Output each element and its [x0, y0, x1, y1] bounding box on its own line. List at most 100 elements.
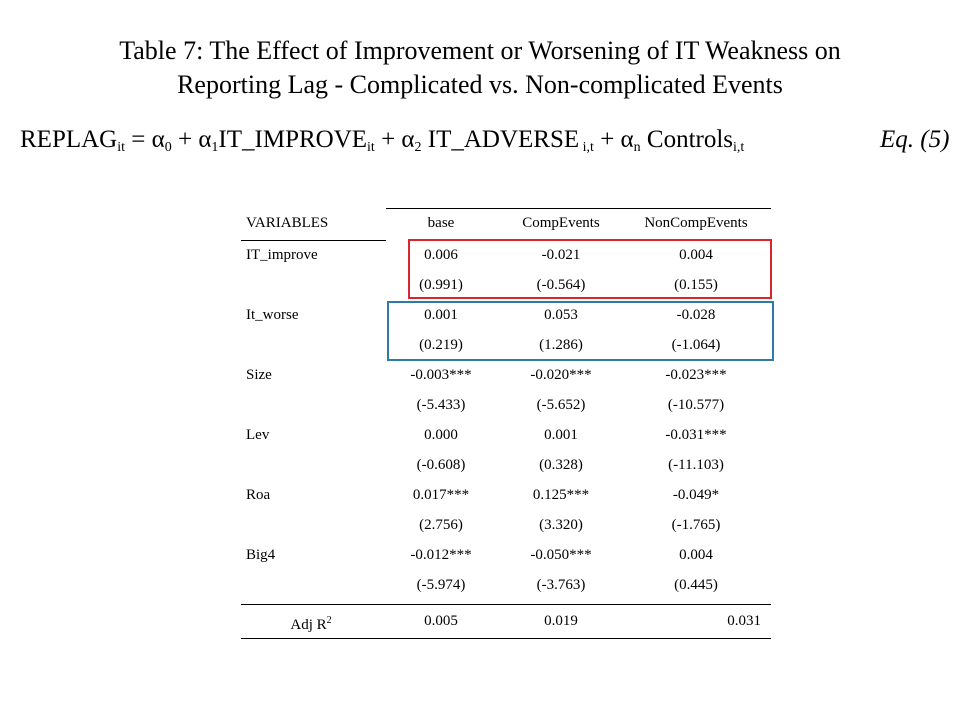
variable-label: It_worse — [246, 307, 299, 323]
variable-label — [246, 510, 386, 540]
eq-lhs-sub: it — [117, 140, 126, 155]
coefficient-cell: -0.028 — [676, 307, 716, 323]
eq-term-improve: IT_IMPROVE — [218, 126, 368, 153]
header-cell: VARIABLES — [246, 215, 329, 231]
eq-term-controls-sub: i,t — [733, 140, 745, 155]
variable-label — [246, 270, 386, 300]
table-row: (2.756) (3.320) (-1.765) — [241, 510, 771, 540]
coefficient-cell: 0.004 — [679, 547, 713, 563]
coefficient-cell: (2.756) — [419, 517, 463, 533]
regression-equation: REPLAGit = α0 + α1IT_IMPROVEit + α2 IT_A… — [20, 126, 949, 166]
adj-r2-label: Adj R2 — [241, 606, 381, 636]
header-underline — [241, 240, 386, 241]
table-row: (0.991) (-0.564) (0.155) — [241, 270, 771, 300]
table-midline — [241, 604, 771, 605]
adj-r2-text: Adj R — [290, 617, 327, 633]
variable-label — [246, 450, 386, 480]
variable-label: Lev — [246, 427, 270, 443]
coefficient-cell: (3.320) — [539, 517, 583, 533]
table-header-row: VARIABLES base CompEvents NonCompEvents — [241, 208, 771, 238]
coefficient-cell: (-11.103) — [668, 457, 724, 473]
coefficient-cell: (0.445) — [674, 577, 718, 593]
variable-label — [246, 330, 386, 360]
coefficient-cell: (-1.064) — [671, 337, 721, 353]
adj-r2-value: 0.005 — [424, 613, 458, 629]
coefficient-cell: 0.053 — [544, 307, 578, 323]
title-line-2: Reporting Lag - Complicated vs. Non-comp… — [177, 70, 783, 99]
adj-r2-superscript: 2 — [326, 615, 332, 626]
worse-highlight-box — [387, 301, 774, 361]
coefficient-cell: -0.023*** — [665, 367, 727, 383]
header-cell: CompEvents — [522, 215, 600, 231]
coefficient-cell: 0.000 — [424, 427, 458, 443]
coefficient-cell: (-0.608) — [416, 457, 466, 473]
table-row: Lev 0.000 0.001 -0.031*** — [241, 420, 771, 450]
eq-term-controls: Controls — [640, 126, 734, 153]
coefficient-cell: (-5.433) — [416, 397, 466, 413]
variable-label: IT_improve — [246, 247, 318, 263]
coefficient-cell: -0.049* — [672, 487, 720, 503]
table-row: (-5.433) (-5.652) (-10.577) — [241, 390, 771, 420]
header-cell: NonCompEvents — [644, 215, 748, 231]
title-line-1: Table 7: The Effect of Improvement or Wo… — [119, 36, 841, 65]
coefficient-cell: 0.125*** — [532, 487, 590, 503]
coefficient-cell: (0.155) — [674, 277, 718, 293]
eq-plus-alpha-1: + α — [171, 126, 212, 153]
table-row: IT_improve 0.006 -0.021 0.004 — [241, 240, 771, 270]
variable-label: Big4 — [246, 547, 276, 563]
variable-label — [246, 390, 386, 420]
coefficient-cell: (-5.974) — [416, 577, 466, 593]
improve-highlight-box — [408, 239, 772, 299]
coefficient-cell: -0.012*** — [410, 547, 472, 563]
coefficient-cell: (-1.765) — [671, 517, 721, 533]
adj-r2-value: 0.031 — [727, 613, 761, 629]
coefficient-cell: (0.328) — [539, 457, 583, 473]
coefficient-cell: 0.017*** — [412, 487, 470, 503]
header-cell: base — [427, 215, 455, 231]
coefficient-cell: (0.991) — [419, 277, 463, 293]
eq-lhs: REPLAG — [20, 126, 118, 153]
coefficient-cell: -0.020*** — [530, 367, 592, 383]
equation-label: Eq. (5) — [880, 126, 950, 153]
eq-a2-sub: 2 — [414, 140, 422, 155]
coefficient-cell: (-10.577) — [667, 397, 725, 413]
coefficient-cell: 0.001 — [544, 427, 578, 443]
slide-title: Table 7: The Effect of Improvement or Wo… — [0, 34, 960, 102]
eq-equals-alpha: = α — [125, 126, 165, 153]
eq-a0-sub: 0 — [164, 140, 172, 155]
table-row: (-5.974) (-3.763) (0.445) — [241, 570, 771, 600]
regression-table: VARIABLES base CompEvents NonCompEvents IT_i… — [241, 208, 774, 640]
eq-an-sub: n — [633, 140, 641, 155]
table-row: Size -0.003*** -0.020*** -0.023*** — [241, 360, 771, 390]
header-topline — [386, 208, 771, 209]
table-body: VARIABLES base CompEvents NonCompEvents IT_i… — [241, 208, 774, 640]
coefficient-cell: (0.219) — [419, 337, 463, 353]
eq-a1-sub: 1 — [211, 140, 219, 155]
adj-r2-row: Adj R2 0.005 0.019 0.031 — [241, 606, 771, 636]
table-row: (-0.608) (0.328) (-11.103) — [241, 450, 771, 480]
coefficient-cell: (-3.763) — [536, 577, 586, 593]
eq-term-adverse-sub: i,t — [579, 140, 594, 155]
coefficient-cell: -0.021 — [541, 247, 581, 263]
coefficient-cell: (-5.652) — [536, 397, 586, 413]
table-row: It_worse 0.001 0.053 -0.028 — [241, 300, 771, 330]
coefficient-cell: 0.001 — [424, 307, 458, 323]
eq-plus-alpha-n: + α — [593, 126, 634, 153]
eq-term-improve-sub: it — [367, 140, 375, 155]
coefficient-cell: (-0.564) — [536, 277, 586, 293]
adj-r2-value: 0.019 — [544, 613, 578, 629]
eq-plus-alpha-2: + α — [374, 126, 415, 153]
table-row: Big4 -0.012*** -0.050*** 0.004 — [241, 540, 771, 570]
variable-label: Size — [246, 367, 272, 383]
table-row: (0.219) (1.286) (-1.064) — [241, 330, 771, 360]
table-row: Roa 0.017*** 0.125*** -0.049* — [241, 480, 771, 510]
eq-term-adverse: IT_ADVERSE — [421, 126, 580, 153]
variable-label: Roa — [246, 487, 271, 503]
coefficient-cell: 0.006 — [424, 247, 458, 263]
coefficient-cell: -0.031*** — [665, 427, 727, 443]
table-bottomline — [241, 638, 771, 639]
coefficient-cell: -0.003*** — [410, 367, 472, 383]
coefficient-cell: -0.050*** — [530, 547, 592, 563]
variable-label — [246, 570, 386, 600]
coefficient-cell: 0.004 — [679, 247, 713, 263]
